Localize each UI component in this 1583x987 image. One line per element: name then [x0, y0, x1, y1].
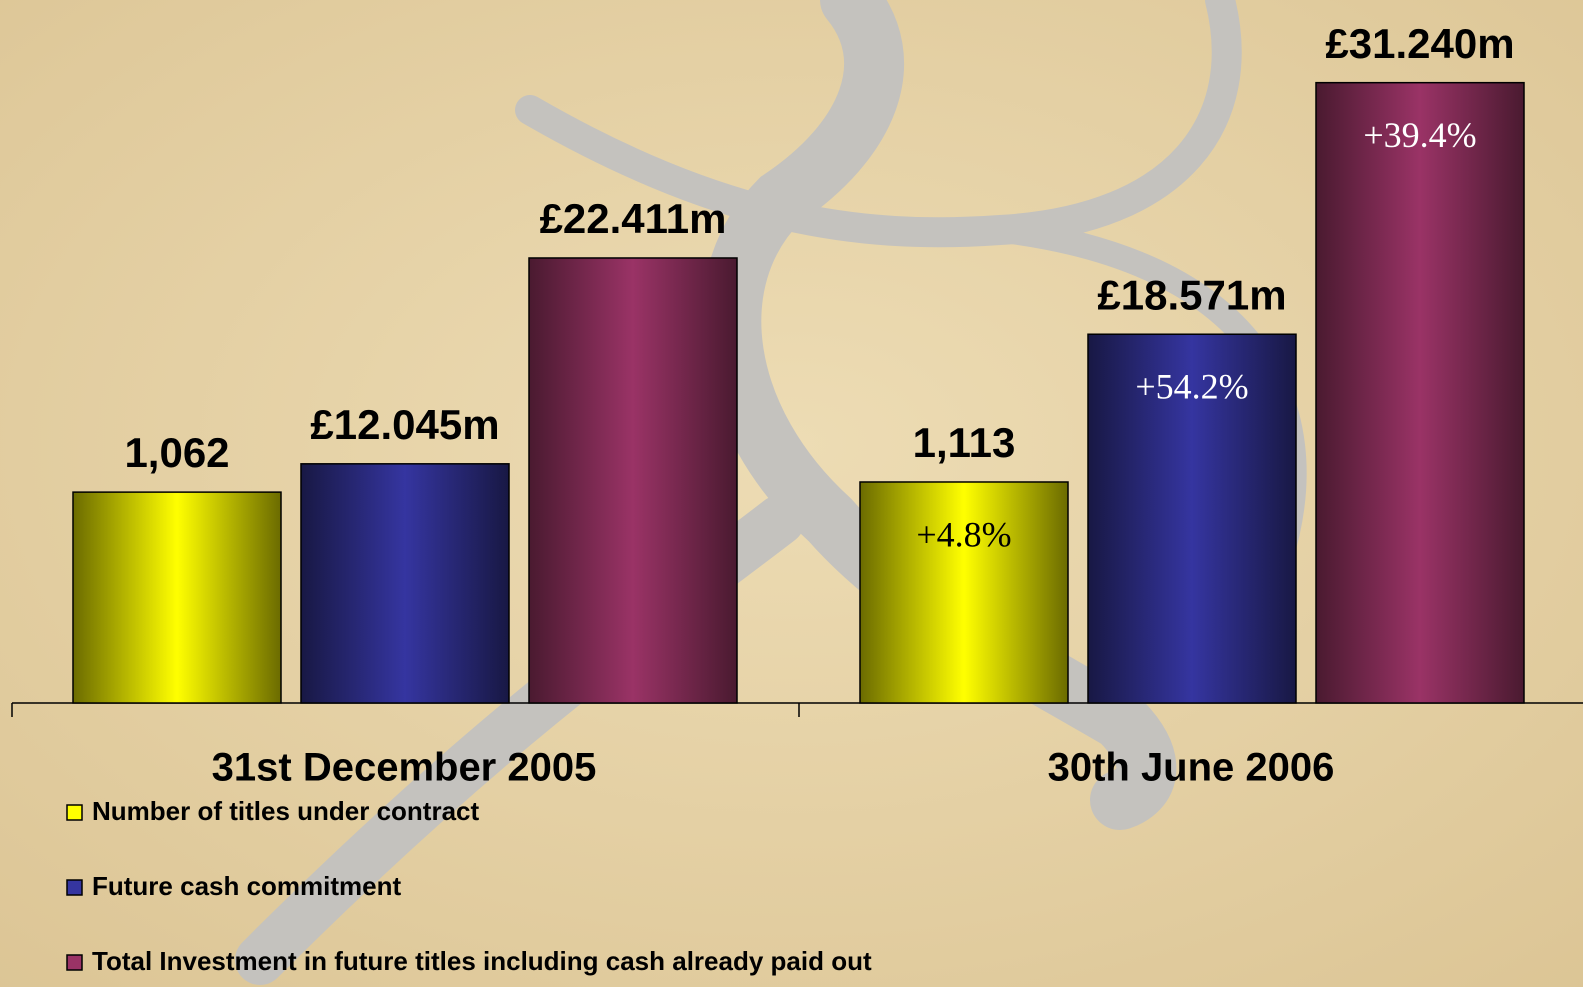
value-label: 1,113 — [913, 419, 1016, 466]
legend-swatch — [66, 954, 83, 971]
x-tick-label: 31st December 2005 — [212, 746, 597, 790]
legend-swatch — [66, 804, 83, 821]
legend-label: Total Investment in future titles includ… — [92, 946, 872, 976]
value-label: £12.045m — [310, 401, 499, 448]
value-label: 1,062 — [124, 429, 229, 476]
value-label: £22.411m — [540, 195, 727, 242]
legend-label: Future cash commitment — [92, 871, 402, 901]
legend-swatch — [66, 879, 83, 896]
bar — [1315, 81, 1525, 704]
change-label: +4.8% — [916, 514, 1011, 554]
bar — [300, 463, 510, 704]
change-label: +54.2% — [1135, 366, 1248, 406]
bar — [1087, 333, 1297, 704]
bar — [859, 481, 1069, 704]
change-label: +39.4% — [1363, 115, 1476, 155]
value-label: £18.571m — [1097, 271, 1286, 318]
x-tick-label: 30th June 2006 — [1048, 746, 1335, 790]
value-label: £31.240m — [1325, 20, 1514, 67]
bar — [528, 257, 738, 704]
legend-label: Number of titles under contract — [92, 796, 479, 826]
bar — [72, 491, 282, 704]
